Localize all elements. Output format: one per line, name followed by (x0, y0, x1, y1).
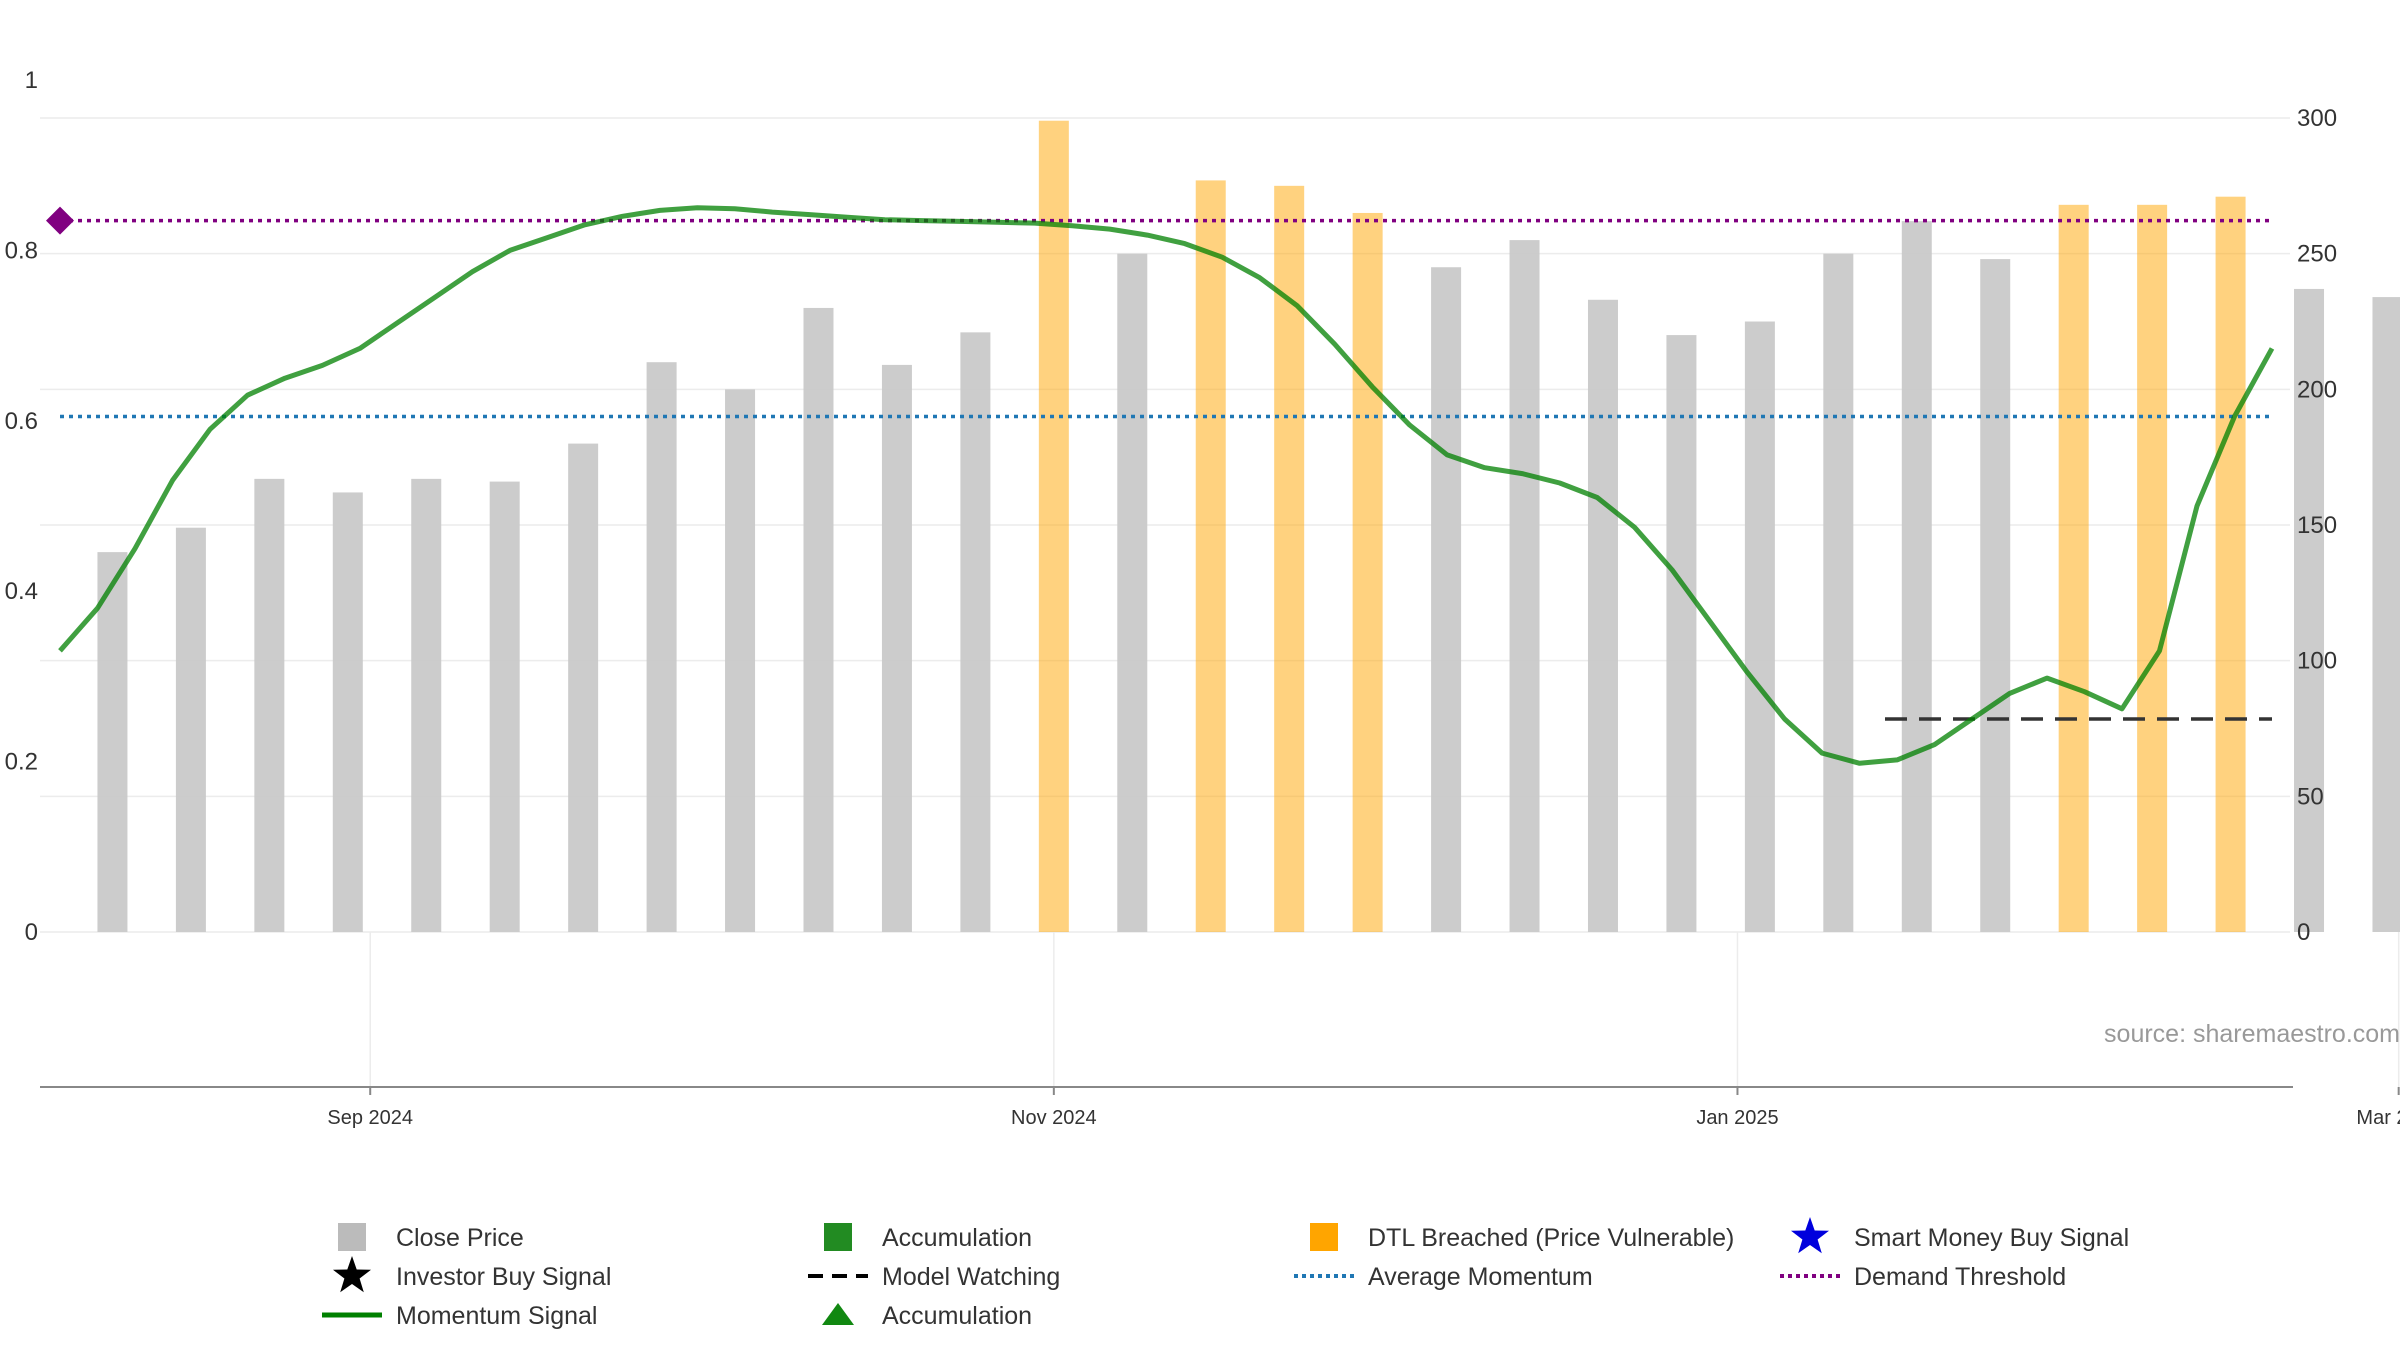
legend-item: Smart Money Buy Signal (1791, 1217, 2129, 1254)
left-axis-tick-label: 0.4 (5, 578, 38, 605)
momentum-signal-line (58, 205, 2275, 766)
close-price-bar (1666, 335, 1697, 933)
legend: Close Price Accumulation DTL Breached (Pri… (322, 1217, 2129, 1330)
legend-label: DTL Breached (Price Vulnerable) (1368, 1224, 1734, 1252)
x-axis-tick-label: Mar 2025 (2356, 1107, 2400, 1129)
legend-item: Investor Buy Signal (333, 1256, 611, 1293)
legend-swatch (338, 1223, 366, 1251)
legend-item: Average Momentum (1294, 1263, 1593, 1291)
legend-label: Average Momentum (1368, 1263, 1593, 1291)
close-price-bar (2372, 297, 2400, 933)
legend-item: Accumulation (824, 1223, 1032, 1252)
legend-label: Close Price (396, 1224, 524, 1252)
close-price-bar (332, 492, 363, 932)
close-price-bar (646, 362, 677, 932)
axes: 0 0.2 0.4 0.6 0.8 1 0 50 100 150 200 250 300 Sep 2024… (5, 67, 2400, 1129)
close-price-bar (725, 389, 756, 932)
close-price-bar (2058, 204, 2089, 932)
close-price-bar (2137, 204, 2168, 932)
x-axis-tick-label: Sep 2024 (327, 1107, 413, 1129)
legend-swatch (824, 1223, 852, 1251)
close-price-bar (1117, 253, 1148, 932)
close-price-bar (1509, 240, 1540, 933)
legend-item: Accumulation (822, 1302, 1032, 1330)
close-price-bars (97, 120, 2400, 933)
close-price-bar (411, 478, 442, 932)
legend-swatch (1310, 1223, 1338, 1251)
right-axis-tick-label: 0 (2297, 919, 2310, 946)
signal-markers (46, 206, 74, 235)
close-price-bar (1901, 221, 1932, 932)
close-price-bar (2215, 196, 2246, 933)
close-price-bar (803, 307, 834, 932)
legend-item: Close Price (338, 1223, 524, 1252)
legend-label: Investor Buy Signal (396, 1263, 611, 1291)
close-price-bar (489, 481, 520, 932)
source-label: source: sharemaestro.com (2104, 1020, 2400, 1048)
close-price-bar (175, 527, 206, 932)
legend-label: Accumulation (882, 1302, 1032, 1330)
left-axis-tick-label: 0 (25, 919, 38, 946)
left-axis-tick-label: 0.2 (5, 749, 38, 776)
right-axis-tick-label: 200 (2297, 376, 2337, 403)
close-price-bar (568, 443, 599, 932)
reference-lines (60, 218, 2272, 721)
close-price-bar (881, 364, 912, 932)
close-price-bar (1823, 253, 1854, 932)
close-price-bar (960, 332, 991, 932)
legend-item: DTL Breached (Price Vulnerable) (1310, 1223, 1734, 1252)
x-axis-tick-label: Jan 2025 (1696, 1107, 1778, 1129)
legend-swatch (333, 1256, 371, 1293)
legend-swatch (822, 1303, 854, 1325)
legend-item: Demand Threshold (1780, 1263, 2066, 1291)
legend-label: Smart Money Buy Signal (1854, 1224, 2129, 1252)
legend-item: Model Watching (808, 1263, 1060, 1291)
close-price-bar (1195, 180, 1226, 932)
demand-threshold-marker (46, 206, 74, 235)
close-price-bar (254, 478, 285, 932)
left-axis-tick-label: 1 (25, 67, 38, 94)
right-axis-tick-label: 300 (2297, 105, 2337, 132)
x-axis-tick-label: Nov 2024 (1011, 1107, 1097, 1129)
close-price-bar (1352, 212, 1383, 932)
legend-label: Model Watching (882, 1263, 1060, 1291)
close-price-bar (1587, 299, 1618, 932)
close-price-bar (1744, 321, 1775, 932)
momentum-signal (58, 205, 2275, 766)
legend-item: Momentum Signal (322, 1302, 597, 1330)
close-price-bar (1038, 120, 1069, 933)
legend-label: Demand Threshold (1854, 1263, 2066, 1291)
close-price-bar (2294, 288, 2325, 932)
right-axis-tick-label: 100 (2297, 648, 2337, 675)
close-price-bar (1431, 267, 1462, 932)
right-axis-tick-label: 150 (2297, 512, 2337, 539)
right-axis-tick-label: 250 (2297, 241, 2337, 268)
legend-label: Accumulation (882, 1224, 1032, 1252)
close-price-bar (97, 552, 128, 932)
legend-label: Momentum Signal (396, 1302, 597, 1330)
left-axis-tick-label: 0.6 (5, 408, 38, 435)
legend-swatch (1791, 1217, 1829, 1254)
close-price-bar (1980, 259, 2011, 932)
left-axis-tick-label: 0.8 (5, 237, 38, 264)
right-axis-tick-label: 50 (2297, 783, 2324, 810)
